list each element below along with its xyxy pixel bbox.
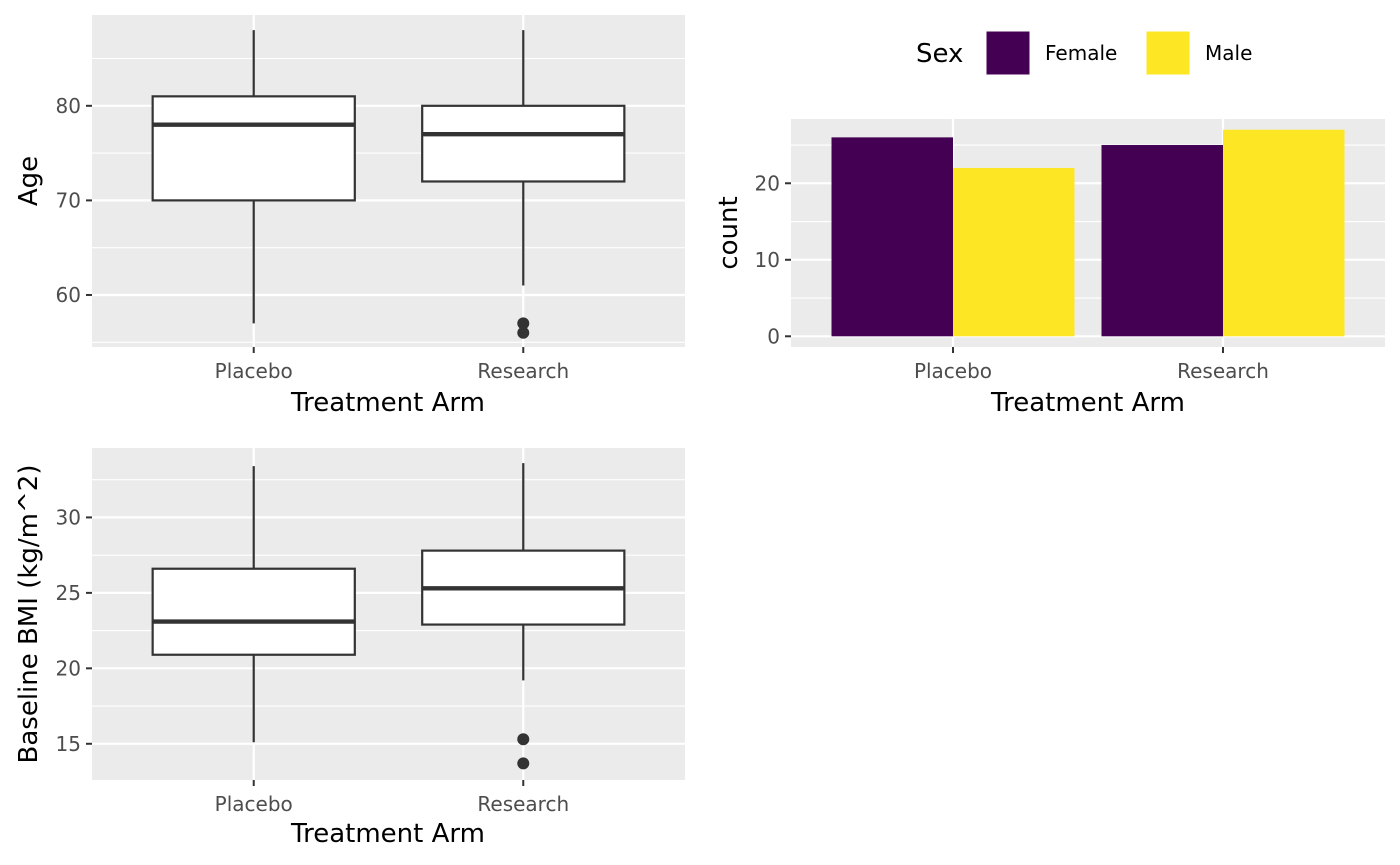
bmi-y-axis-title: Baseline BMI (kg/m^2) — [14, 465, 44, 764]
age-y-axis-title: Age — [14, 156, 44, 206]
age-outlier-research — [517, 326, 530, 339]
age-box-placebo — [151, 95, 356, 202]
age-x-tick-label-research: Research — [477, 359, 569, 383]
count-x-axis-title: Treatment Arm — [990, 388, 1185, 418]
bmi-y-tick-label: 20 — [56, 656, 81, 680]
age-boxplot-panel: 60 70 80 Placebo Research Treatment Arm Age — [14, 15, 685, 418]
bmi-boxplot-panel: 15 20 25 30 Placebo Research Treatment Arm B… — [14, 448, 685, 849]
legend-swatch-female — [985, 30, 1031, 76]
sex-legend: Sex Female Male — [916, 30, 1252, 76]
bmi-box-placebo — [151, 567, 356, 656]
bmi-boxes — [151, 463, 626, 770]
count-x-ticks: Placebo Research — [914, 347, 1269, 383]
age-x-tick-label-placebo: Placebo — [215, 359, 293, 383]
legend-swatch-male — [1145, 30, 1191, 76]
count-y-tick-label: 10 — [755, 248, 780, 272]
count-y-tick-label: 0 — [767, 324, 780, 348]
age-y-ticks: 60 70 80 — [56, 94, 92, 307]
bmi-y-tick-label: 15 — [56, 732, 81, 756]
bmi-outlier-research — [517, 757, 530, 770]
legend-label-male: Male — [1205, 41, 1252, 65]
bmi-x-tick-label-placebo: Placebo — [215, 792, 293, 816]
legend-title: Sex — [916, 39, 963, 69]
age-boxes — [151, 30, 626, 339]
bmi-y-tick-label: 25 — [56, 581, 81, 605]
age-outlier-research — [517, 317, 530, 330]
age-x-axis-title: Treatment Arm — [290, 388, 485, 418]
sex-count-bar-panel: 0 10 20 Placebo Research Treatment Arm coun… — [714, 30, 1385, 418]
bmi-y-tick-label: 30 — [56, 505, 81, 529]
age-y-tick-label: 60 — [56, 283, 81, 307]
bmi-x-ticks: Placebo Research — [215, 780, 569, 816]
bmi-x-tick-label-research: Research — [477, 792, 569, 816]
count-bars — [831, 129, 1345, 337]
bmi-outlier-research — [517, 733, 530, 746]
count-bar-placebo-male — [953, 167, 1075, 337]
count-bar-placebo-female — [831, 137, 953, 337]
count-y-axis-title: count — [714, 196, 744, 269]
count-bar-research-male — [1223, 129, 1345, 337]
age-y-tick-label: 70 — [56, 188, 81, 212]
count-x-tick-label-research: Research — [1177, 359, 1269, 383]
bmi-x-axis-title: Treatment Arm — [290, 819, 485, 849]
count-bar-research-female — [1101, 145, 1223, 337]
age-box-research — [421, 104, 626, 183]
legend-label-female: Female — [1045, 41, 1117, 65]
age-y-tick-label: 80 — [56, 94, 81, 118]
bmi-y-ticks: 15 20 25 30 — [56, 505, 92, 756]
count-y-ticks: 0 10 20 — [755, 171, 791, 348]
count-y-tick-label: 20 — [755, 171, 780, 195]
count-x-tick-label-placebo: Placebo — [914, 359, 992, 383]
age-x-ticks: Placebo Research — [215, 347, 569, 383]
